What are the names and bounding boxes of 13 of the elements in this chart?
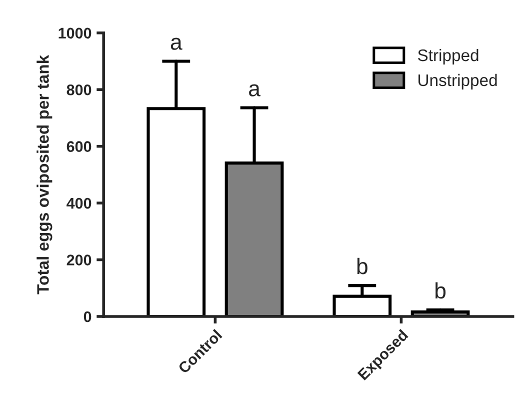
legend-label: Stripped — [418, 48, 478, 65]
y-tick-label: 1000 — [58, 28, 92, 39]
annotation: a — [249, 84, 260, 96]
y-tick-label: 600 — [66, 141, 92, 152]
y-tick-label: 0 — [84, 311, 92, 322]
y-tick-label: 400 — [66, 198, 92, 209]
y-tick-label: 200 — [66, 254, 92, 266]
y-axis-title: Total eggs oviposited per tank — [36, 54, 52, 294]
annotation: b — [357, 258, 368, 274]
legend-label: Unstripped — [418, 74, 497, 90]
annotation: b — [436, 282, 446, 299]
annotation: a — [170, 38, 182, 50]
y-tick-label: 800 — [66, 84, 92, 96]
